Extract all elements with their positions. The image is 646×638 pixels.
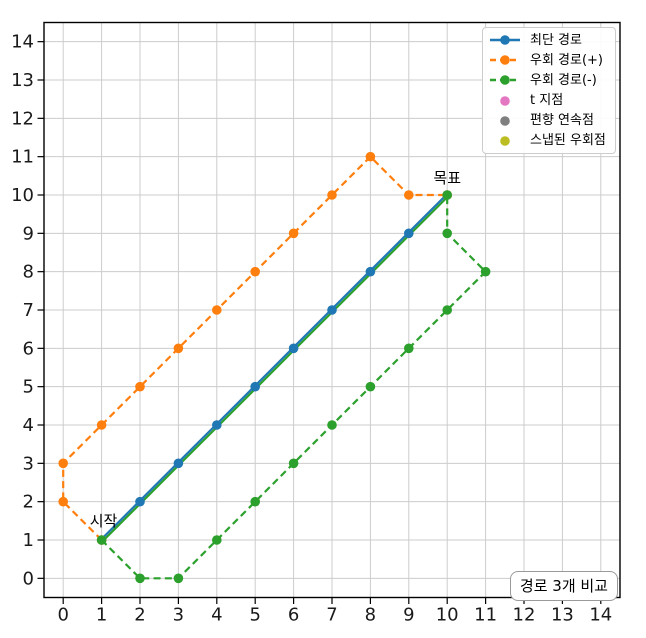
series-marker-2 xyxy=(135,573,145,584)
y-tick-label: 4 xyxy=(23,415,34,436)
series-marker-0 xyxy=(250,381,260,392)
y-tick-label: 0 xyxy=(23,568,34,589)
x-tick-label: 10 xyxy=(436,605,459,626)
y-tick-label: 9 xyxy=(23,223,34,244)
legend-label-5: 스냅된 우회점 xyxy=(530,133,606,149)
x-tick-label: 12 xyxy=(513,605,536,626)
series-marker-2 xyxy=(404,343,414,354)
series-marker-1 xyxy=(404,190,414,200)
series-marker-0 xyxy=(173,458,184,469)
series-marker-1 xyxy=(58,458,68,469)
legend-line-icon xyxy=(490,55,520,66)
legend-marker-icon xyxy=(500,136,510,146)
legend-line-icon xyxy=(490,35,520,45)
series-marker-2 xyxy=(96,535,107,545)
legend-label-1: 우회 경로(+) xyxy=(530,52,604,68)
series-marker-1 xyxy=(288,228,299,239)
series-marker-2 xyxy=(442,190,453,200)
series-marker-0 xyxy=(135,496,145,507)
series-marker-1 xyxy=(250,266,260,277)
corner-box-label: 경로 3개 비교 xyxy=(509,571,618,601)
series-marker-1 xyxy=(58,496,68,507)
legend-line-icon xyxy=(490,75,520,86)
series-marker-0 xyxy=(288,343,299,354)
series-line-0 xyxy=(100,193,448,541)
series-marker-2 xyxy=(365,381,376,392)
x-tick-label: 8 xyxy=(365,605,376,626)
legend-marker-icon xyxy=(500,95,510,106)
series-marker-2 xyxy=(480,266,491,277)
y-tick-label: 8 xyxy=(23,262,34,283)
y-tick-label: 7 xyxy=(23,300,34,321)
series-marker-2 xyxy=(288,458,299,469)
legend-item-3: t 지점 xyxy=(488,91,615,110)
y-tick-label: 5 xyxy=(23,377,34,398)
legend-item-4: 편향 연속점 xyxy=(488,111,615,130)
x-tick-label: 4 xyxy=(211,605,222,626)
series-marker-2 xyxy=(442,228,453,239)
x-tick-label: 7 xyxy=(326,605,337,626)
legend-label-2: 우회 경로(-) xyxy=(530,72,597,88)
series-marker-1 xyxy=(173,343,184,354)
legend-item-0: 최단 경로 xyxy=(488,31,615,50)
series-marker-2 xyxy=(250,496,260,507)
legend-label-0: 최단 경로 xyxy=(530,32,582,48)
x-tick-label: 9 xyxy=(403,605,414,626)
legend-label-3: t 지점 xyxy=(530,93,564,109)
y-tick-label: 3 xyxy=(23,453,34,474)
x-tick-label: 14 xyxy=(589,605,612,626)
y-tick-label: 14 xyxy=(11,32,34,53)
y-tick-label: 1 xyxy=(23,530,34,551)
series-underlay-0 xyxy=(101,195,450,542)
series-marker-1 xyxy=(327,190,337,200)
series-marker-0 xyxy=(404,228,414,239)
series-marker-1 xyxy=(212,305,222,315)
series-marker-2 xyxy=(173,573,184,584)
series-marker-0 xyxy=(327,305,337,315)
x-tick-label: 5 xyxy=(249,605,260,626)
series-marker-2 xyxy=(442,305,453,315)
x-tick-label: 2 xyxy=(134,605,145,626)
legend-item-2: 우회 경로(-) xyxy=(488,71,615,90)
annotation-label-1: 목표 xyxy=(433,169,461,187)
legend-item-1: 우회 경로(+) xyxy=(488,51,615,70)
x-tick-label: 11 xyxy=(474,605,497,626)
legend-marker-icon xyxy=(500,115,510,126)
series-marker-1 xyxy=(365,151,376,162)
x-tick-label: 13 xyxy=(551,605,574,626)
series-marker-0 xyxy=(212,420,222,430)
x-tick-label: 6 xyxy=(288,605,299,626)
y-tick-label: 13 xyxy=(11,70,34,91)
series-marker-2 xyxy=(212,535,222,545)
x-tick-label: 3 xyxy=(173,605,184,626)
y-tick-label: 12 xyxy=(11,108,34,129)
series-marker-2 xyxy=(327,420,337,430)
series-marker-0 xyxy=(365,266,376,277)
series-marker-1 xyxy=(96,420,107,430)
y-tick-label: 11 xyxy=(11,147,34,168)
legend-label-4: 편향 연속점 xyxy=(530,113,594,129)
legend-item-5: 스냅된 우회점 xyxy=(488,131,615,150)
x-tick-label: 1 xyxy=(96,605,107,626)
x-tick-label: 0 xyxy=(57,605,68,626)
series-marker-1 xyxy=(135,381,145,392)
annotation-label-0: 시작 xyxy=(90,512,118,530)
y-tick-label: 6 xyxy=(23,338,34,359)
y-tick-label: 2 xyxy=(23,492,34,513)
y-tick-label: 10 xyxy=(11,185,34,206)
